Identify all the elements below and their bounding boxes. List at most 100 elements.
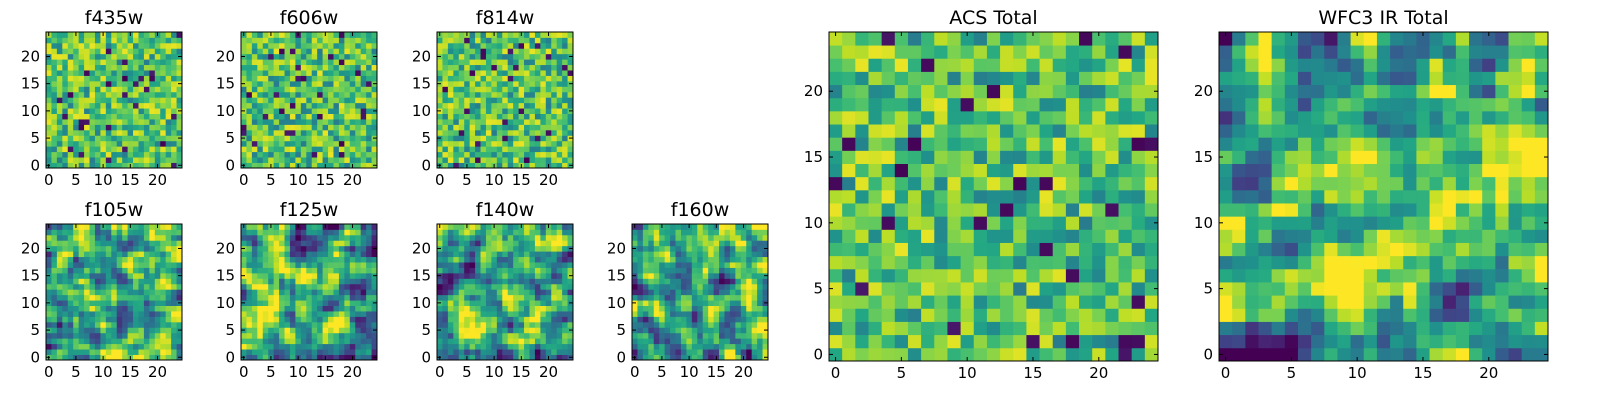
heatmap-cell <box>46 42 52 49</box>
heatmap-cell <box>480 64 487 71</box>
heatmap-cell <box>632 294 638 301</box>
heatmap-cell <box>94 283 101 290</box>
heatmap-cell <box>746 349 753 355</box>
heatmap-cell <box>868 203 883 217</box>
heatmap-cell <box>333 146 340 153</box>
heatmap-cell <box>56 140 63 147</box>
heatmap-cell <box>708 240 714 247</box>
heatmap-cell <box>171 327 177 334</box>
heatmap-cell <box>708 267 714 274</box>
heatmap-cell <box>355 86 362 93</box>
heatmap-cell <box>295 119 302 125</box>
heatmap-cell <box>51 80 58 87</box>
heatmap-cell <box>338 80 345 87</box>
heatmap-cell <box>338 262 345 268</box>
heatmap-cell <box>328 146 334 153</box>
heatmap-cell <box>719 278 725 285</box>
heatmap-cell <box>122 224 128 230</box>
heatmap-cell <box>491 53 498 60</box>
heatmap-cell <box>469 283 476 290</box>
heatmap-cell <box>485 70 492 76</box>
heatmap-cell <box>567 146 574 153</box>
heatmap-cell <box>458 157 465 163</box>
heatmap-cell <box>567 32 574 38</box>
heatmap-cell <box>642 294 649 301</box>
heatmap-cell <box>94 91 101 98</box>
heatmap-cell <box>160 59 167 66</box>
heatmap-cell <box>176 59 183 66</box>
heatmap-cell <box>328 97 334 104</box>
heatmap-cell <box>724 327 731 334</box>
heatmap-cell <box>475 354 481 361</box>
heatmap-cell <box>675 343 682 350</box>
heatmap-cell <box>322 316 329 323</box>
heatmap-cell <box>653 354 660 361</box>
heatmap-cell <box>262 91 269 98</box>
heatmap-cell <box>496 229 503 236</box>
heatmap-cell <box>1065 242 1080 257</box>
heatmap-cell <box>165 354 172 361</box>
heatmap-cell <box>89 224 96 230</box>
heatmap-cell <box>556 113 563 120</box>
heatmap-cell <box>122 80 128 87</box>
heatmap-cell <box>127 234 134 241</box>
heatmap-cell <box>751 278 758 285</box>
heatmap-cell <box>464 146 471 153</box>
heatmap-cell <box>480 91 487 98</box>
heatmap-cell <box>116 305 123 312</box>
heatmap-cell <box>719 240 725 247</box>
heatmap-cell <box>111 300 118 306</box>
heatmap-cell <box>868 242 883 257</box>
heatmap-cell <box>1079 242 1093 257</box>
heatmap-cell <box>333 354 340 361</box>
heatmap-cell <box>333 316 340 323</box>
heatmap-cell <box>127 157 134 163</box>
heatmap-cell <box>317 272 323 279</box>
heatmap-cell <box>518 272 525 279</box>
heatmap-cell <box>762 283 769 290</box>
heatmap-cell <box>556 311 563 317</box>
heatmap-cell <box>165 289 172 296</box>
heatmap-cell <box>62 48 69 55</box>
heatmap-cell <box>333 267 340 274</box>
heatmap-cell <box>366 251 372 258</box>
heatmap-cells <box>241 224 378 361</box>
heatmap-cell <box>567 267 574 274</box>
heatmap-cell <box>171 283 177 290</box>
heatmap-cell <box>94 129 101 136</box>
heatmap-cell <box>257 294 264 301</box>
heatmap-cell <box>529 256 536 263</box>
heatmap-cell <box>529 354 536 361</box>
heatmap-cell <box>333 157 340 163</box>
heatmap-cell <box>154 108 161 114</box>
heatmap-cell <box>306 108 313 114</box>
heatmap-cell <box>464 278 471 285</box>
heatmap-cell <box>518 327 525 334</box>
heatmap-cell <box>724 316 731 323</box>
heatmap-cell <box>475 64 481 71</box>
heatmap-cell <box>735 332 742 339</box>
heatmap-cell <box>524 80 530 87</box>
heatmap-cell <box>73 124 80 131</box>
heatmap-cell <box>659 343 666 350</box>
heatmap-cell <box>84 349 90 355</box>
heatmap-cell <box>1000 189 1014 204</box>
heatmap-cell <box>127 86 134 93</box>
heatmap-cell <box>355 343 362 350</box>
heatmap-cell <box>366 32 372 38</box>
heatmap-cell <box>122 119 128 125</box>
heatmap-cell <box>165 278 172 285</box>
heatmap-cell <box>268 146 275 153</box>
heatmap-cell <box>524 108 530 114</box>
heatmap-cell <box>284 86 291 93</box>
heatmap-cell <box>56 157 63 163</box>
heatmap-cell <box>67 146 74 153</box>
heatmap-cell <box>360 64 367 71</box>
heatmap-cell <box>89 129 96 136</box>
heatmap-cell <box>442 102 449 109</box>
heatmap-cell <box>751 256 758 263</box>
heatmap-cell <box>262 300 269 306</box>
y-tick-label: 20 <box>21 47 40 65</box>
heatmap-cell <box>735 251 742 258</box>
heatmap-cell <box>480 102 487 109</box>
